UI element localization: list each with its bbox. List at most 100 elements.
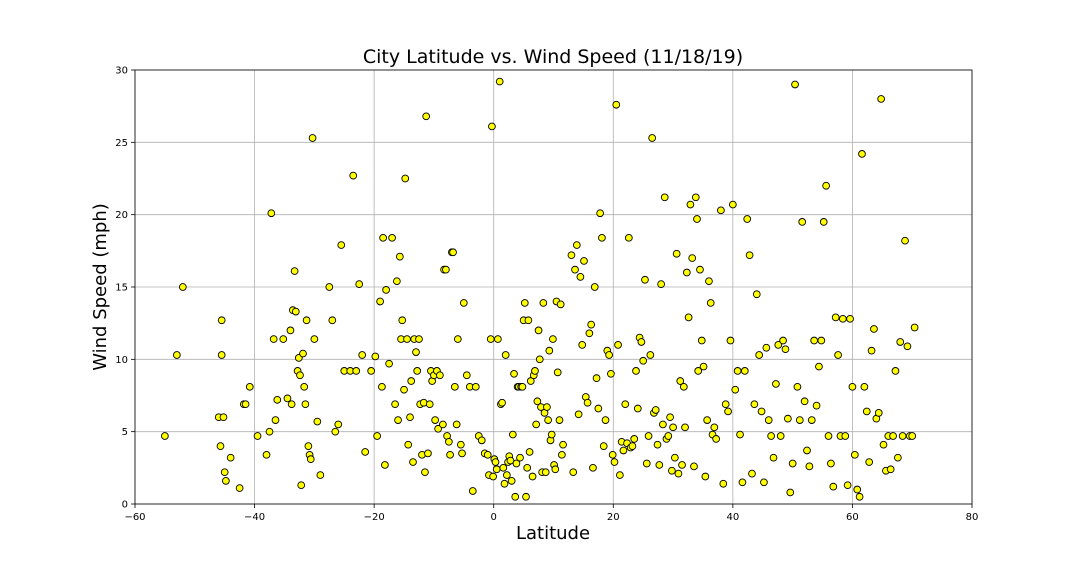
- data-point: [616, 471, 624, 479]
- data-point: [388, 233, 396, 242]
- data-point: [541, 468, 550, 477]
- data-point: [304, 442, 313, 450]
- data-point: [678, 461, 686, 469]
- data-point: [599, 442, 608, 450]
- data-point: [827, 459, 835, 468]
- data-point: [391, 400, 399, 409]
- data-point: [367, 367, 376, 375]
- data-point: [313, 417, 322, 426]
- data-point: [750, 400, 759, 409]
- y-tick-label: 25: [115, 138, 128, 149]
- data-point: [701, 472, 710, 481]
- data-point: [310, 335, 319, 343]
- data-point: [306, 455, 315, 464]
- data-point: [858, 150, 866, 158]
- data-point: [879, 440, 888, 449]
- data-point: [500, 479, 509, 488]
- data-point: [425, 400, 434, 409]
- data-point: [449, 248, 457, 257]
- data-point: [855, 492, 864, 501]
- x-axis-label: Latitude: [516, 523, 590, 544]
- data-point: [331, 427, 340, 436]
- data-point: [850, 450, 859, 459]
- data-point: [334, 420, 343, 429]
- data-point: [601, 416, 610, 424]
- y-axis-ticks: 0 5 10 15 20 25 30: [115, 66, 135, 511]
- data-point: [831, 313, 840, 322]
- data-point: [508, 430, 517, 439]
- data-point: [567, 251, 576, 260]
- data-point: [373, 432, 381, 440]
- data-point: [646, 351, 655, 359]
- data-point: [325, 283, 334, 291]
- data-point: [551, 465, 560, 474]
- data-point: [877, 95, 885, 103]
- data-point: [776, 432, 785, 440]
- data-point: [767, 432, 775, 440]
- data-point: [394, 416, 402, 424]
- data-point: [518, 382, 527, 391]
- data-point: [299, 349, 307, 358]
- data-point: [889, 432, 897, 440]
- data-point: [403, 335, 411, 343]
- data-point: [679, 382, 688, 391]
- y-tick-label: 30: [115, 66, 128, 77]
- data-point: [555, 416, 564, 424]
- data-point: [865, 458, 874, 466]
- data-point: [719, 479, 728, 488]
- data-point: [664, 432, 673, 440]
- data-point: [545, 346, 554, 355]
- data-point: [619, 446, 628, 455]
- data-point: [642, 459, 651, 468]
- data-point: [786, 488, 795, 497]
- data-point: [235, 484, 244, 492]
- data-point: [498, 398, 506, 407]
- data-point: [810, 336, 819, 345]
- data-point: [422, 112, 431, 121]
- data-point: [471, 382, 480, 391]
- data-point: [524, 316, 533, 325]
- data-point: [378, 382, 386, 391]
- data-point: [409, 458, 417, 466]
- data-point: [612, 100, 621, 109]
- data-point: [219, 413, 228, 422]
- data-point: [511, 492, 520, 501]
- data-point: [791, 80, 799, 89]
- data-point: [690, 462, 698, 471]
- data-point: [547, 430, 556, 439]
- data-point: [637, 338, 646, 346]
- data-point: [393, 277, 401, 286]
- data-point: [798, 218, 807, 226]
- data-point: [712, 435, 720, 443]
- data-point: [486, 335, 495, 343]
- data-point: [421, 468, 429, 477]
- data-point: [596, 209, 604, 218]
- data-point: [697, 336, 706, 345]
- data-point: [401, 174, 410, 183]
- data-point: [587, 320, 596, 329]
- data-point: [651, 406, 660, 414]
- data-point: [398, 316, 407, 325]
- data-point: [781, 345, 790, 354]
- data-point: [549, 335, 557, 343]
- data-point: [706, 299, 715, 307]
- data-point: [571, 265, 579, 274]
- data-point: [477, 436, 486, 445]
- data-point: [173, 351, 181, 359]
- data-point: [503, 471, 511, 479]
- data-point: [287, 400, 296, 409]
- data-point: [226, 453, 235, 462]
- data-point: [371, 352, 380, 361]
- data-point: [382, 286, 390, 294]
- x-tick-label: −20: [364, 512, 385, 523]
- data-point: [415, 335, 423, 343]
- data-point: [674, 469, 683, 478]
- data-point: [633, 404, 642, 413]
- data-point: [385, 359, 393, 368]
- x-tick-label: −60: [124, 512, 145, 523]
- x-tick-label: 20: [607, 512, 620, 523]
- data-point: [532, 420, 541, 429]
- data-point: [682, 268, 691, 277]
- x-tick-label: −40: [244, 512, 265, 523]
- data-point: [424, 449, 432, 458]
